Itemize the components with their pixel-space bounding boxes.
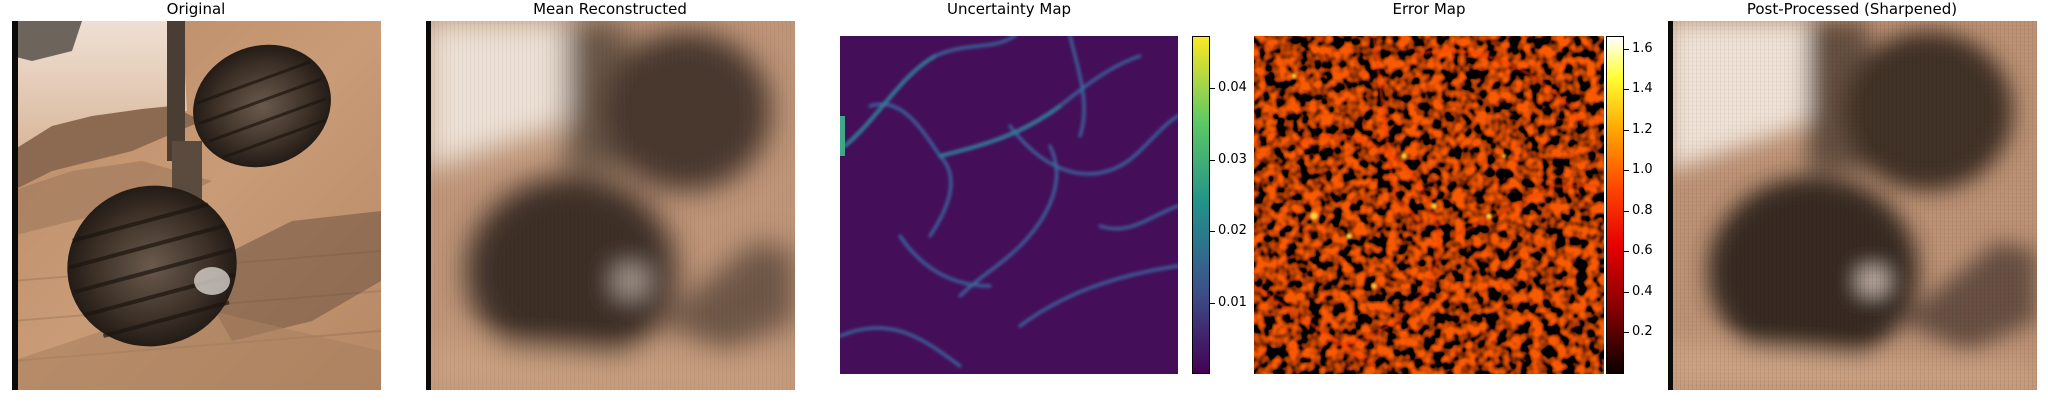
error-map-image (1254, 36, 1604, 374)
error-colorbar (1606, 36, 1624, 374)
error-tick-label: 0.6 (1632, 243, 1653, 258)
error-tick (1624, 211, 1629, 212)
error-tick (1624, 251, 1629, 252)
original-image (12, 21, 381, 390)
mean-reconstructed-image (426, 21, 795, 390)
uncertainty-map-title: Uncertainty Map (946, 0, 1072, 18)
uncertainty-tick (1210, 303, 1215, 304)
error-tick-label: 1.6 (1632, 41, 1653, 56)
post-processed-title: Post-Processed (Sharpened) (1746, 0, 1958, 18)
error-tick (1624, 49, 1629, 50)
error-tick-label: 0.2 (1632, 324, 1653, 339)
uncertainty-tick-label: 0.01 (1218, 295, 1247, 310)
mean-reconstructed-title: Mean Reconstructed (533, 0, 687, 18)
error-map-title: Error Map (1392, 0, 1466, 18)
uncertainty-tick-label: 0.04 (1218, 80, 1247, 95)
error-tick-label: 0.8 (1632, 203, 1653, 218)
uncertainty-colorbar (1192, 36, 1210, 374)
uncertainty-tick (1210, 160, 1215, 161)
error-tick (1624, 292, 1629, 293)
uncertainty-tick (1210, 88, 1215, 89)
error-tick (1624, 130, 1629, 131)
uncertainty-tick-label: 0.03 (1218, 152, 1247, 167)
error-tick-label: 1.2 (1632, 122, 1653, 137)
error-tick (1624, 332, 1629, 333)
error-tick-label: 0.4 (1632, 284, 1653, 299)
error-tick-label: 1.4 (1632, 81, 1653, 96)
uncertainty-tick-label: 0.02 (1218, 223, 1247, 238)
error-tick (1624, 89, 1629, 90)
uncertainty-tick (1210, 231, 1215, 232)
post-processed-image (1668, 21, 2037, 390)
original-title: Original (166, 0, 226, 18)
uncertainty-map-image (840, 36, 1178, 374)
error-tick (1624, 170, 1629, 171)
error-tick-label: 1.0 (1632, 162, 1653, 177)
